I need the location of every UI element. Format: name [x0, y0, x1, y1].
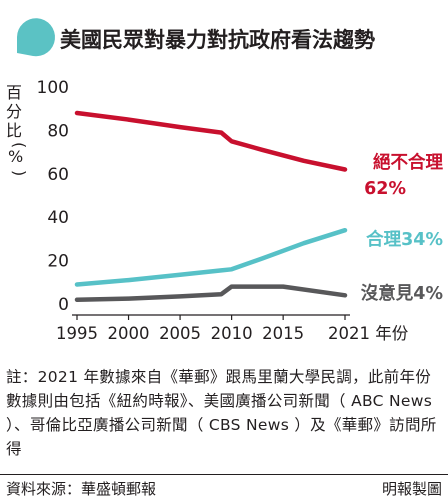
series-label: 合理34% [366, 229, 443, 250]
x-tick-label: 2005 [159, 324, 201, 343]
y-tick-labels: 0 20 40 60 80 100 [37, 78, 69, 315]
x-tick-label: 2010 [211, 324, 253, 343]
series-line-3 [74, 284, 348, 302]
series-line-2 [74, 227, 348, 287]
chart-title: 美國民眾對暴力對抗政府看法趨勢 [60, 27, 375, 52]
y-axis-label-char: % [8, 147, 23, 166]
y-axis-label-char: 分 [6, 102, 22, 121]
series-value-label: 62% [364, 179, 406, 199]
chart: 美國民眾對暴力對抗政府看法趨勢 百分比 (%) 0 20 40 60 80 100 1995… [6, 18, 444, 343]
series-labels: 絕不合理 62% 合理34% 沒意見4% [361, 152, 444, 304]
y-tick-label: 40 [47, 208, 69, 228]
source-text: 資料來源：華盛頓郵報 [6, 480, 157, 498]
series-name-label: 沒意見 [361, 283, 414, 304]
y-tick-label: 20 [47, 252, 69, 272]
series-lines [74, 110, 348, 302]
x-tick-label: 1995 [56, 324, 98, 343]
x-tick-label: 2000 [108, 324, 150, 343]
y-axis-label: 百分比 (%) [6, 83, 29, 176]
series-name-label: 絕不合理 [373, 152, 443, 173]
footer: 資料來源：華盛頓郵報 明報製圖 [6, 479, 442, 499]
y-tick-label: 0 [58, 295, 69, 315]
chart-note: 註：2021 年數據來自《華郵》跟馬里蘭大學民調，此前年份數據則由包括《紐約時報… [6, 368, 437, 458]
y-tick-label: 100 [37, 78, 69, 98]
footer-divider [0, 474, 448, 475]
series-name-label: 合理 [366, 229, 401, 250]
series-value-label: 4% [413, 284, 443, 304]
y-tick-label: 60 [47, 165, 69, 185]
y-tick-label: 80 [47, 121, 69, 141]
y-axis-label-char: 比 [6, 121, 22, 140]
credit-text: 明報製圖 [381, 480, 442, 498]
series-line-1 [74, 110, 348, 172]
series-value-label: 34% [401, 230, 443, 250]
x-tick-label: 2021 年份 [328, 324, 409, 343]
x-tick-label: 2015 [262, 324, 304, 343]
series-label: 沒意見4% [361, 283, 443, 304]
y-axis-label-char: ) [10, 170, 29, 176]
y-axis-label-char: ( [10, 142, 29, 148]
y-axis-label-char: 百 [6, 83, 22, 102]
speech-bubble-icon [17, 18, 55, 57]
x-axis: 1995 2000 2005 2010 2015 2021 年份 [56, 314, 409, 343]
